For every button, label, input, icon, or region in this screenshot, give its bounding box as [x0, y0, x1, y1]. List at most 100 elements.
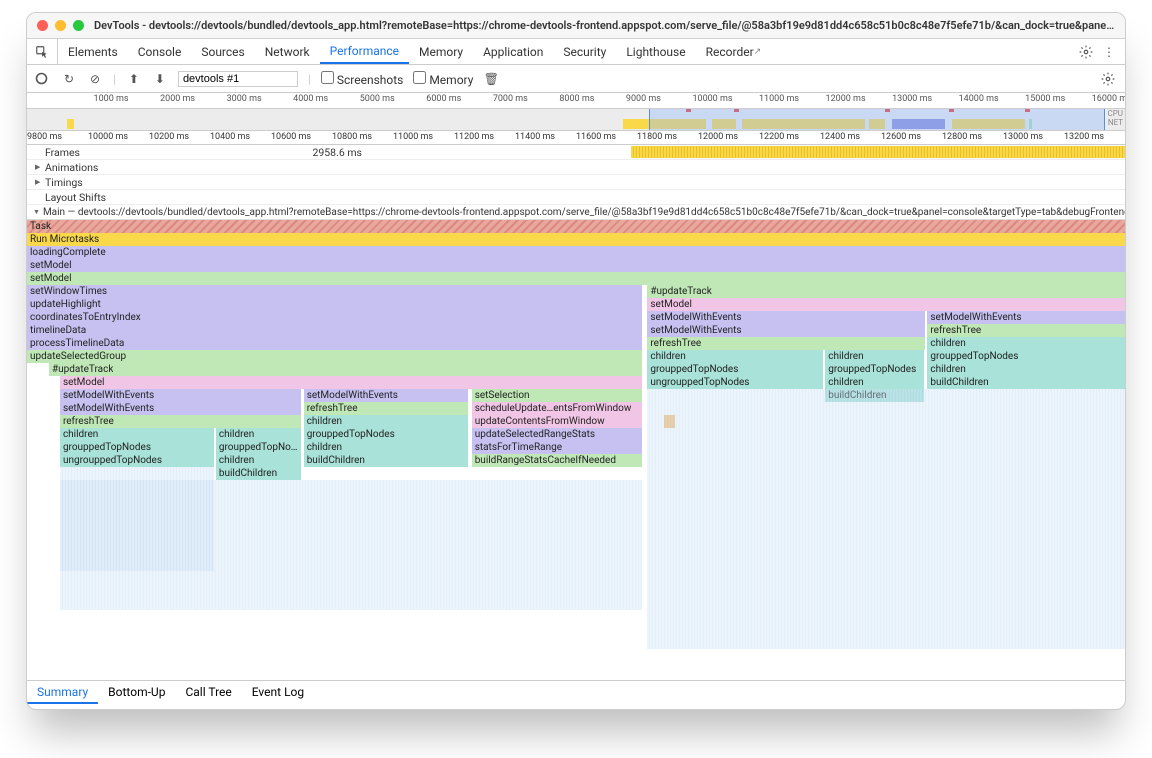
flame-entry[interactable]: refreshTree [304, 402, 469, 415]
flame-entry[interactable]: processTimelineData [27, 337, 642, 350]
bottom-tab-event-log[interactable]: Event Log [242, 681, 314, 704]
more-icon[interactable]: ⋮ [1103, 45, 1115, 59]
flame-entry[interactable]: setModel [27, 259, 1125, 272]
tab-recorder[interactable]: Recorder ↗ [696, 39, 772, 64]
flame-chart[interactable]: TaskRun MicrotasksloadingCompletesetMode… [27, 220, 1125, 680]
flame-entry[interactable]: children [304, 441, 469, 454]
flame-entry[interactable]: buildChildren [216, 467, 302, 480]
download-icon[interactable]: ⬇ [152, 72, 168, 86]
ruler-tick: 1000 ms [94, 94, 129, 104]
maximize-icon[interactable] [73, 20, 84, 31]
tab-application[interactable]: Application [473, 39, 553, 64]
flame-entry[interactable]: coordinatesToEntryIndex [27, 311, 642, 324]
upload-icon[interactable]: ⬆ [126, 72, 142, 86]
tab-sources[interactable]: Sources [191, 39, 254, 64]
ruler-tick: 14000 ms [959, 94, 999, 104]
minimize-icon[interactable] [55, 20, 66, 31]
tab-network[interactable]: Network [255, 39, 320, 64]
flame-entry[interactable]: setWindowTimes [27, 285, 642, 298]
flame-entry[interactable]: grouppedTopNodes [825, 363, 924, 376]
flame-entry[interactable]: updateSelectedGroup [27, 350, 642, 363]
flame-entry[interactable]: children [216, 454, 302, 467]
flame-entry[interactable]: grouppedTopNodes [647, 363, 823, 376]
perf-toolbar: ↻ ⊘ | ⬆ ⬇ devtools #1 | Screenshots Memo… [27, 65, 1125, 93]
inspect-icon[interactable] [27, 39, 58, 64]
tab-lighthouse[interactable]: Lighthouse [616, 39, 695, 64]
flame-entry[interactable]: grouppedTopNodes [216, 441, 302, 454]
flame-entry[interactable]: children [825, 376, 924, 389]
flame-entry[interactable]: children [216, 428, 302, 441]
overview-ruler[interactable]: 1000 ms2000 ms3000 ms4000 ms5000 ms6000 … [27, 93, 1125, 109]
flame-entry[interactable]: refreshTree [927, 324, 1125, 337]
session-selector[interactable]: devtools #1 [178, 71, 298, 87]
flame-entry[interactable]: grouppedTopNodes [304, 428, 469, 441]
flame-entry[interactable]: setModelWithEvents [304, 389, 469, 402]
flame-entry[interactable]: Run Microtasks [27, 233, 1125, 246]
trash-icon[interactable]: 🗑 [483, 72, 499, 86]
flame-entry[interactable]: setSelection [472, 389, 642, 402]
clear-icon[interactable]: ⊘ [87, 72, 103, 86]
flame-entry[interactable]: refreshTree [60, 415, 302, 428]
flame-entry[interactable]: grouppedTopNodes [60, 441, 214, 454]
flame-entry[interactable]: children [60, 428, 214, 441]
detail-ruler[interactable]: 9800 ms10000 ms10200 ms10400 ms10600 ms1… [27, 131, 1125, 145]
flame-entry[interactable]: buildChildren [304, 454, 469, 467]
flame-entry[interactable]: setModelWithEvents [60, 402, 302, 415]
flame-entry[interactable]: children [825, 350, 924, 363]
perf-settings-icon[interactable] [1101, 72, 1117, 86]
flame-entry[interactable]: buildRangeStatsCacheIfNeeded [472, 454, 642, 467]
tab-security[interactable]: Security [553, 39, 616, 64]
tab-performance[interactable]: Performance [320, 39, 409, 64]
flame-entry[interactable]: Task [27, 220, 1125, 233]
flame-entry[interactable]: buildChildren [927, 376, 1125, 389]
flame-entry[interactable]: statsForTimeRange [472, 441, 642, 454]
screenshots-checkbox[interactable]: Screenshots [321, 71, 403, 87]
overview-strip[interactable]: CPU NET [27, 109, 1125, 131]
reload-icon[interactable]: ↻ [61, 72, 77, 86]
flame-entry[interactable]: #updateTrack [647, 285, 1125, 298]
flame-entry[interactable]: children [647, 350, 823, 363]
detail-tick: 12200 ms [759, 132, 799, 142]
animations-track[interactable]: Animations [27, 160, 1125, 175]
detail-tick: 11400 ms [515, 132, 555, 142]
flame-entry[interactable]: children [927, 363, 1125, 376]
flame-entry[interactable]: loadingComplete [27, 246, 1125, 259]
flame-entry[interactable]: scheduleUpdate…entsFromWindow [472, 402, 642, 415]
flame-entry[interactable]: children [927, 337, 1125, 350]
flame-entry[interactable]: setModel [60, 376, 642, 389]
detail-tick: 13000 ms [1003, 132, 1043, 142]
settings-icon[interactable] [1079, 45, 1093, 59]
flame-entry[interactable]: setModelWithEvents [60, 389, 302, 402]
tab-console[interactable]: Console [128, 39, 192, 64]
bottom-tab-bottom-up[interactable]: Bottom-Up [98, 681, 175, 704]
flame-entry[interactable]: grouppedTopNodes [927, 350, 1125, 363]
flame-entry[interactable]: timelineData [27, 324, 642, 337]
flame-entry[interactable]: setModelWithEvents [647, 324, 925, 337]
frames-track[interactable]: Frames 2958.6 ms [27, 145, 1125, 160]
flame-entry[interactable]: updateSelectedRangeStats [472, 428, 642, 441]
flame-entry[interactable]: updateContentsFromWindow [472, 415, 642, 428]
bottom-tab-call-tree[interactable]: Call Tree [175, 681, 241, 704]
flame-entry[interactable]: setModelWithEvents [927, 311, 1125, 324]
memory-checkbox[interactable]: Memory [413, 71, 473, 87]
flame-entry[interactable]: updateHighlight [27, 298, 642, 311]
record-icon[interactable] [35, 72, 51, 85]
tab-memory[interactable]: Memory [409, 39, 473, 64]
overview-selection[interactable] [649, 109, 1105, 130]
flame-entry[interactable]: refreshTree [647, 337, 925, 350]
bottom-tab-summary[interactable]: Summary [27, 681, 98, 704]
flame-entry[interactable]: setModel [647, 298, 1125, 311]
flame-entry[interactable]: ungrouppedTopNodes [647, 376, 823, 389]
flame-entry[interactable]: setModelWithEvents [647, 311, 925, 324]
ruler-tick: 7000 ms [493, 94, 528, 104]
tab-elements[interactable]: Elements [58, 39, 128, 64]
flame-entry[interactable]: ungrouppedTopNodes [60, 454, 214, 467]
flame-entry[interactable]: #updateTrack [49, 363, 642, 376]
main-thread-header[interactable]: Main — devtools://devtools/bundled/devto… [27, 205, 1125, 220]
timings-track[interactable]: Timings [27, 175, 1125, 190]
flame-entry[interactable]: setModel [27, 272, 1125, 285]
flame-entry[interactable]: children [304, 415, 469, 428]
flame-deep-stack [647, 389, 1125, 649]
close-icon[interactable] [37, 20, 48, 31]
layout-shifts-track[interactable]: Layout Shifts [27, 190, 1125, 205]
